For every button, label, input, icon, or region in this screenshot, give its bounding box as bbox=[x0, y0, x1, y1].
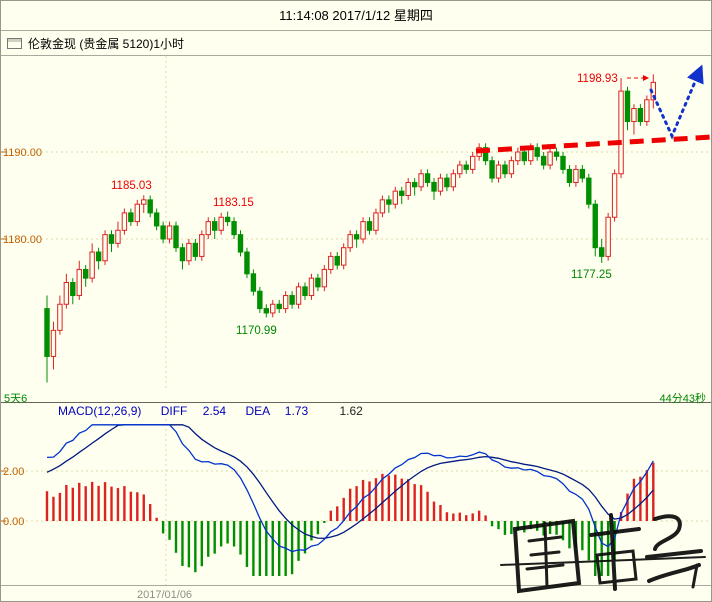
dea-value: 1.73 bbox=[284, 404, 309, 418]
candlestick-chart[interactable]: 1190.00 1180.00 1185.03 1183.15 1170.99 1177.… bbox=[1, 56, 712, 391]
macd-name[interactable]: MACD(12,26,9) bbox=[58, 404, 142, 418]
date-label: 2017/01/06 bbox=[137, 589, 193, 601]
chart-footer-bar: 5天6 44分43秒 bbox=[1, 389, 711, 405]
candles bbox=[44, 74, 656, 383]
clock-timestamp: 11:14:08 2017/1/12 星期四 bbox=[279, 8, 433, 23]
price-annotation: 1198.93 bbox=[577, 73, 618, 85]
chart-title-bar: 伦敦金现 (贵金属 5120)1小时 bbox=[1, 31, 711, 56]
price-annotation: 1177.25 bbox=[571, 269, 612, 281]
candlestick-panel: 1190.00 1180.00 1185.03 1183.15 1170.99 1177.… bbox=[1, 56, 712, 391]
time-axis: 2017/01/06 bbox=[1, 585, 711, 601]
period-label[interactable]: 5天6 bbox=[4, 393, 28, 405]
diff-line bbox=[46, 424, 654, 553]
price-annotation: 1170.99 bbox=[236, 325, 277, 337]
chart-window-icon bbox=[7, 37, 22, 49]
bar-countdown: 44分43秒 bbox=[659, 393, 706, 405]
projection-arrow[interactable] bbox=[649, 64, 704, 140]
clock-bar: 11:14:08 2017/1/12 星期四 bbox=[1, 1, 711, 31]
dea-label: DEA bbox=[245, 404, 270, 418]
trend-line[interactable] bbox=[475, 134, 712, 154]
diff-value: 2.54 bbox=[202, 404, 227, 418]
watermark-signature bbox=[500, 513, 706, 594]
y-axis-label: 1180.00 bbox=[3, 234, 42, 246]
diff-label: DIFF bbox=[160, 404, 188, 418]
macd-indicator-header: MACD(12,26,9) DIFF 2.54 DEA 1.73 1.62 bbox=[1, 404, 711, 419]
y-axis-label: 1190.00 bbox=[3, 147, 42, 159]
chart-title: 伦敦金现 (贵金属 5120)1小时 bbox=[28, 36, 185, 51]
price-annotation: 1185.03 bbox=[111, 180, 152, 192]
macd-value: 1.62 bbox=[339, 404, 363, 418]
macd-y-label: 0.00 bbox=[3, 516, 24, 528]
price-annotation: 1183.15 bbox=[213, 197, 254, 209]
macd-y-label: 2.00 bbox=[3, 466, 24, 478]
